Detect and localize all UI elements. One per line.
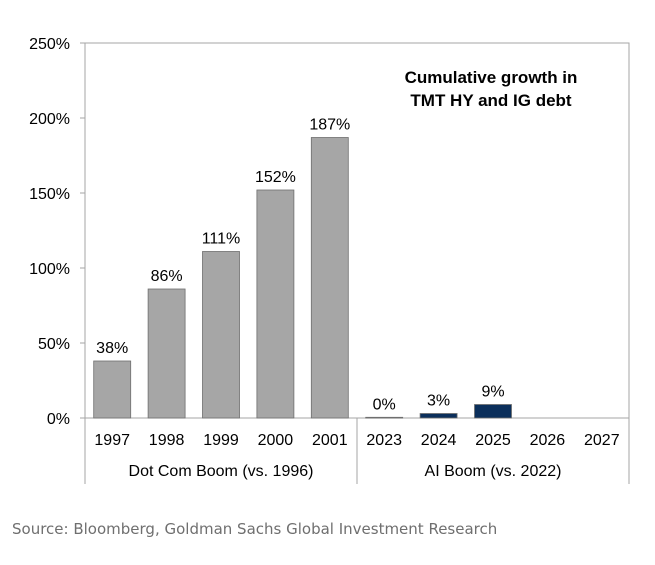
bar-1999	[202, 251, 240, 419]
x-tick-label-2026: 2026	[530, 432, 566, 449]
source-note: Source: Bloomberg, Goldman Sachs Global …	[12, 520, 498, 538]
x-tick-label-1997: 1997	[94, 432, 130, 449]
x-tick-label-2025: 2025	[475, 432, 511, 449]
data-label-2025: 9%	[481, 384, 504, 401]
x-tick-label-2023: 2023	[366, 432, 402, 449]
x-tick-label-2027: 2027	[584, 432, 620, 449]
data-label-2023: 0%	[373, 396, 396, 413]
bar-2024	[419, 413, 458, 419]
chart-title-line-1: Cumulative growth in	[405, 68, 578, 87]
bar-2001	[310, 137, 349, 419]
y-axis: 0% 50% 100% 150% 200% 250%	[29, 36, 85, 428]
group-label: AI Boom (vs. 2022)	[425, 463, 562, 480]
y-tick-label: 250%	[29, 36, 70, 53]
bar-chart: 0% 50% 100% 150% 200% 250% 38% 86% 111% 152% 187%…	[29, 36, 630, 484]
y-tick-label: 200%	[29, 111, 70, 128]
bar-2000	[256, 189, 295, 419]
data-label-1998: 86%	[151, 268, 183, 285]
bar-2023	[365, 416, 404, 419]
y-tick-label: 50%	[38, 336, 70, 353]
x-tick-label-2001: 2001	[312, 432, 348, 449]
x-tick-label-2024: 2024	[421, 432, 457, 449]
group-label: Dot Com Boom (vs. 1996)	[129, 463, 314, 480]
y-tick-label: 100%	[29, 261, 70, 278]
bar-1998	[147, 288, 186, 419]
data-label-2000: 152%	[255, 169, 296, 186]
y-tick-label: 150%	[29, 186, 70, 203]
data-label-1997: 38%	[96, 340, 128, 357]
bar-2025	[474, 404, 512, 419]
data-label-2024: 3%	[427, 393, 450, 410]
x-tick-label-2000: 2000	[258, 432, 294, 449]
chart-title-line-2: TMT HY and IG debt	[410, 91, 572, 110]
x-tick-label-1999: 1999	[203, 432, 239, 449]
x-axis: 1997 1998 1999 2000 2001 Dot Com Boom (vs. 19…	[84, 418, 630, 484]
data-label-1999: 111%	[202, 231, 241, 248]
bar-series: 38% 86% 111% 152% 187% 0% 3% 9%	[93, 117, 512, 419]
data-label-2001: 187%	[309, 117, 350, 134]
bar-1997	[93, 360, 132, 419]
y-tick-label: 0%	[47, 411, 70, 428]
x-tick-label-1998: 1998	[149, 432, 185, 449]
